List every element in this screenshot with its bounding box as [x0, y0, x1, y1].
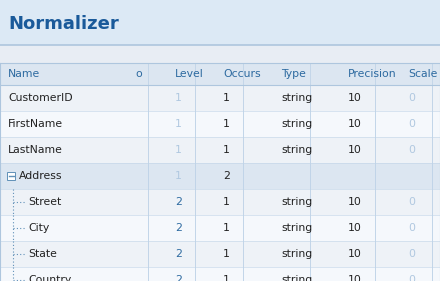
Text: 0: 0: [408, 145, 415, 155]
Text: LastName: LastName: [8, 145, 63, 155]
Text: 0: 0: [408, 275, 415, 281]
Text: Address: Address: [19, 171, 62, 181]
Bar: [7, 172, 15, 180]
Text: 10: 10: [348, 93, 362, 103]
Bar: [0, 111, 440, 137]
Text: 10: 10: [348, 145, 362, 155]
Text: Level: Level: [175, 69, 204, 79]
Text: 10: 10: [348, 223, 362, 233]
Text: 2: 2: [175, 223, 182, 233]
Text: 1: 1: [175, 171, 182, 181]
Text: 1: 1: [175, 119, 182, 129]
Text: Street: Street: [28, 197, 61, 207]
Text: 1: 1: [175, 93, 182, 103]
Text: 10: 10: [348, 119, 362, 129]
Text: string: string: [281, 275, 312, 281]
Bar: [0, 189, 440, 215]
Text: Name: Name: [8, 69, 40, 79]
Text: 1: 1: [223, 197, 230, 207]
Text: 2: 2: [175, 197, 182, 207]
Text: string: string: [281, 145, 312, 155]
Text: 2: 2: [175, 249, 182, 259]
Text: 10: 10: [348, 197, 362, 207]
Text: Scale: Scale: [408, 69, 437, 79]
Bar: [0, 267, 440, 281]
Bar: [0, 163, 440, 189]
Text: 1: 1: [223, 119, 230, 129]
Text: 1: 1: [223, 275, 230, 281]
Text: Country: Country: [28, 275, 71, 281]
Text: 0: 0: [408, 197, 415, 207]
Text: 10: 10: [348, 249, 362, 259]
Text: 1: 1: [223, 145, 230, 155]
Text: string: string: [281, 119, 312, 129]
Text: 1: 1: [223, 93, 230, 103]
Bar: [0, 63, 440, 281]
Text: 10: 10: [348, 275, 362, 281]
Text: string: string: [281, 223, 312, 233]
Text: City: City: [28, 223, 49, 233]
Text: string: string: [281, 197, 312, 207]
Text: 2: 2: [223, 171, 230, 181]
Text: string: string: [281, 93, 312, 103]
Text: 0: 0: [408, 93, 415, 103]
Bar: [0, 215, 440, 241]
Bar: [0, 137, 440, 163]
Text: Occurs: Occurs: [223, 69, 260, 79]
Text: 1: 1: [223, 249, 230, 259]
Text: 1: 1: [175, 145, 182, 155]
Text: o: o: [135, 69, 142, 79]
Bar: [0, 241, 440, 267]
Text: FirstName: FirstName: [8, 119, 63, 129]
Text: 0: 0: [408, 223, 415, 233]
Text: 1: 1: [223, 223, 230, 233]
Text: 0: 0: [408, 249, 415, 259]
Bar: [0, 45, 440, 63]
Text: string: string: [281, 249, 312, 259]
Bar: [0, 85, 440, 111]
Text: 0: 0: [408, 119, 415, 129]
Bar: [0, 63, 440, 85]
Text: Normalizer: Normalizer: [8, 15, 119, 33]
Text: 2: 2: [175, 275, 182, 281]
Text: State: State: [28, 249, 57, 259]
Text: CustomerID: CustomerID: [8, 93, 73, 103]
Text: Type: Type: [281, 69, 306, 79]
Text: Precision: Precision: [348, 69, 396, 79]
